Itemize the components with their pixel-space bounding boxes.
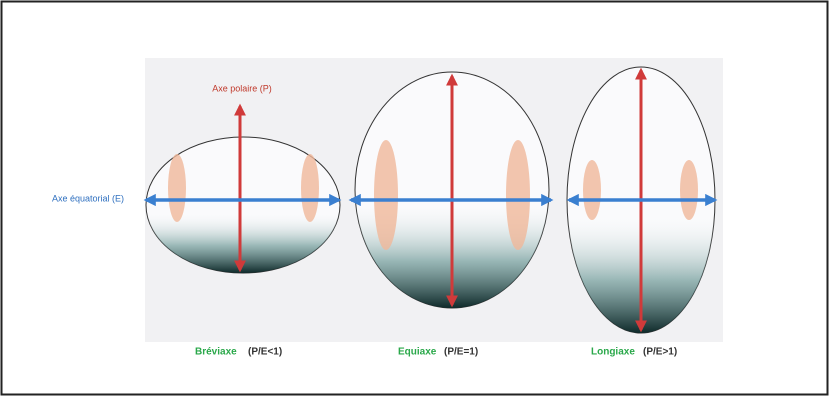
shape-name: Longiaxe <box>591 347 635 358</box>
equiaxe-grain <box>355 72 549 308</box>
shape-ratio: (P/E=1) <box>444 347 478 358</box>
shape-name: Bréviaxe <box>195 347 237 358</box>
polar-axis-label: Axe polaire (P) <box>212 83 272 93</box>
equatorial-axis-label: Axe équatorial (E) <box>52 193 124 203</box>
shape-ratio: (P/E>1) <box>643 347 677 358</box>
shape-ratio: (P/E<1) <box>248 347 282 358</box>
shape-name: Equiaxe <box>398 347 437 358</box>
diagram: Axe polaire (P) Axe équatorial (E) Brévi… <box>0 0 829 396</box>
